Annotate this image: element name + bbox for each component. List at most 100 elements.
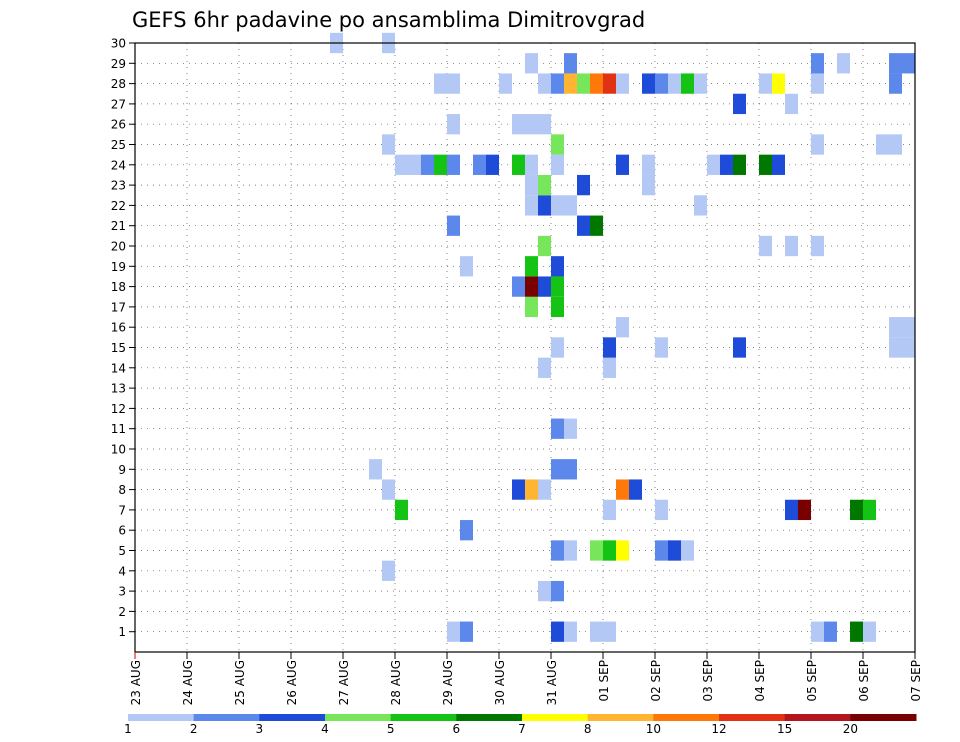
heatmap-cell [603,357,616,378]
heatmap-cell [421,154,434,175]
heatmap-cell [447,215,460,236]
heatmap-cell [811,53,824,74]
y-tick-label: 12 [111,402,126,416]
heatmap-cell [668,73,681,94]
heatmap-cell [551,580,564,602]
heatmap-cell [525,154,538,175]
heatmap-cell [590,215,603,236]
heatmap-cell [447,114,460,135]
x-tick-label: 31 AUG [545,660,559,705]
colorbar-label: 8 [584,722,592,736]
heatmap-cell [408,154,421,175]
y-axis: 1234567891011121314151617181920212223242… [111,37,135,639]
heatmap-cell [551,621,564,642]
heatmap-cell [889,134,902,155]
y-tick-label: 10 [111,443,126,457]
heatmap-cell [551,276,564,297]
heatmap-cell [720,154,733,175]
heatmap-cell [759,154,772,175]
heatmap-cell [863,621,876,642]
colorbar-swatch [784,714,851,721]
heatmap-cell [395,154,408,175]
heatmap-cell [382,560,395,581]
colorbar: 1 2 3 4 5 6 7 8 10 12 15 20 [124,714,917,736]
heatmap-cell [577,73,590,94]
y-tick-label: 26 [111,118,126,132]
heatmap-cell [733,337,746,358]
colorbar-swatch [390,714,457,721]
heatmap-cell [759,73,772,94]
colorbar-label: 4 [321,722,329,736]
colorbar-swatch [587,714,654,721]
y-tick-label: 19 [111,260,126,274]
x-tick-label: 28 AUG [389,660,403,705]
heatmap-cell [603,499,616,521]
heatmap-cell [551,154,564,175]
heatmap-cell [525,53,538,74]
heatmap-cell [460,621,473,642]
heatmap-cell [655,540,668,561]
heatmap-cell [538,479,551,500]
heatmap-cell [655,337,668,358]
colorbar-label: 7 [518,722,526,736]
heatmap-cell [655,73,668,94]
colorbar-swatch [719,714,786,721]
heatmap-cell [564,418,577,439]
x-tick-label: 07 SEP [909,660,923,702]
heatmap-cell [564,540,577,561]
heatmap-cell [564,73,577,94]
heatmap-cell [616,540,629,561]
heatmap-cell [785,499,798,521]
y-tick-label: 21 [111,219,126,233]
heatmap-cell [538,73,551,94]
heatmap-cell [694,73,707,94]
colorbar-swatch [259,714,326,721]
colorbar-swatch [193,714,260,721]
heatmap-cell [460,256,473,277]
heatmap-cell [811,73,824,94]
x-tick-label: 26 AUG [285,660,299,705]
y-tick-label: 20 [111,240,126,254]
heatmap-cell [499,73,512,94]
heatmap-cell [616,73,629,94]
heatmap-cell [889,337,902,358]
heatmap-cell [733,93,746,115]
x-tick-label: 02 SEP [649,660,663,702]
x-tick-label: 27 AUG [337,660,351,705]
heatmap-cell [382,134,395,155]
heatmap-cell [616,317,629,338]
heatmap-cell [564,621,577,642]
y-tick-label: 11 [111,422,126,436]
heatmap-cell [629,479,642,500]
x-tick-label: 25 AUG [233,660,247,705]
colorbar-label: 10 [646,722,661,736]
x-tick-label: 03 SEP [701,660,715,702]
y-tick-label: 3 [118,585,126,599]
y-tick-label: 25 [111,138,126,152]
heatmap-cell [564,459,577,480]
heatmap-cell [512,276,525,297]
heatmap-cell [551,195,564,216]
heatmap-cell [837,53,850,74]
x-axis: 23 AUG 24 AUG 25 AUG 26 AUG 27 AUG 28 AUG 29 A… [129,652,923,705]
colorbar-label: 20 [843,722,858,736]
heatmap-cell [733,154,746,175]
colorbar-swatch [850,714,917,721]
heatmap-cell [551,134,564,155]
heatmap-cell [460,520,473,541]
heatmap-cell [902,337,915,358]
heatmap-cell [798,499,811,521]
y-tick-label: 30 [111,37,126,51]
heatmap-cell [772,73,785,94]
colorbar-label: 3 [256,722,264,736]
y-tick-label: 17 [111,300,126,314]
y-tick-label: 2 [118,605,126,619]
colorbar-swatch [653,714,720,721]
y-tick-label: 5 [118,544,126,558]
heatmap-cell [850,499,863,521]
y-tick-label: 7 [118,503,126,517]
heatmap-cell [525,114,538,135]
heatmap-cell [642,73,655,94]
y-tick-label: 13 [111,382,126,396]
heatmap-cell [785,93,798,115]
